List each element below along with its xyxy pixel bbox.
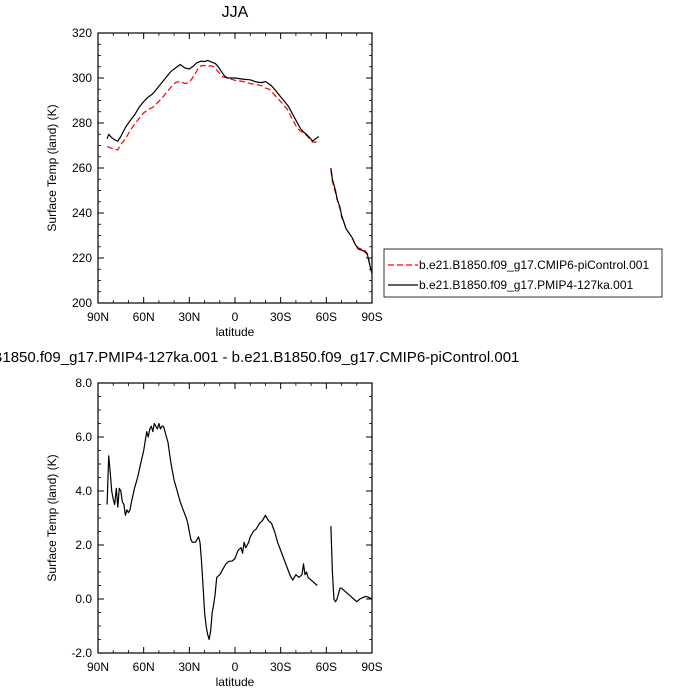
- chart-2-x-tick-label: 60S: [316, 660, 337, 674]
- chart-2-series-1-line: [106, 422, 318, 641]
- chart-1-x-axis-label: latitude: [216, 325, 255, 339]
- chart-1-y-tick-label: 260: [72, 161, 92, 175]
- chart-2-title: b.e21.B1850.f09_g17.PMIP4-127ka.001 - b.…: [0, 349, 519, 366]
- chart-2-y-tick-label: -2.0: [71, 646, 92, 660]
- chart-2-frame: [97, 382, 373, 654]
- chart-1-x-tick-label: 0: [232, 310, 239, 324]
- chart-1-series-2-line: [330, 167, 373, 274]
- legend-box: [383, 248, 663, 298]
- chart-2-x-tick-label: 0: [232, 660, 239, 674]
- chart-1-legend: b.e21.B1850.f09_g17.CMIP6-piControl.001b…: [383, 248, 663, 298]
- chart-1-plot: 90N 60N 30N 0 30S 60S 90S 200 220 240 260 280 300 320…: [45, 26, 383, 339]
- chart-2-x-axis-label: latitude: [216, 675, 255, 689]
- chart-1-y-axis-label: Surface Temp (land) (K): [45, 104, 59, 231]
- chart-2-x-tick-label: 30S: [270, 660, 291, 674]
- chart-1-title: JJA: [222, 4, 249, 21]
- chart-1-x-tick-label: 30N: [178, 310, 200, 324]
- chart-1-series-1-line: [330, 170, 373, 274]
- chart-1-y-tick-label: 220: [72, 251, 92, 265]
- chart-1-series-2-line: [106, 59, 320, 142]
- chart-1-y-tick-label: 320: [72, 26, 92, 40]
- chart-2-x-tick-label: 90N: [87, 660, 109, 674]
- chart-1-x-tick-label: 60N: [133, 310, 155, 324]
- chart-2-x-tick-label: 90S: [361, 660, 382, 674]
- chart-1-y-tick-label: 240: [72, 206, 92, 220]
- chart-1-y-tick-label: 200: [72, 296, 92, 310]
- chart-1-y-tick-label: 300: [72, 71, 92, 85]
- chart-2-x-tick-label: 60N: [133, 660, 155, 674]
- chart-1-series-1-line: [106, 64, 320, 151]
- chart-2-y-tick-label: 8.0: [75, 376, 92, 390]
- chart-2-y-tick-label: 4.0: [75, 484, 92, 498]
- chart-2-y-tick-label: 0.0: [75, 592, 92, 606]
- chart-1-x-tick-label: 90N: [87, 310, 109, 324]
- chart-2-y-tick-label: 6.0: [75, 430, 92, 444]
- chart-2-y-axis-label: Surface Temp (land) (K): [45, 454, 59, 581]
- chart-2-series-1-line: [330, 526, 373, 603]
- chart-1-x-tick-label: 90S: [361, 310, 382, 324]
- chart-1-x-tick-label: 60S: [316, 310, 337, 324]
- legend-label-1: b.e21.B1850.f09_g17.CMIP6-piControl.001: [419, 258, 649, 272]
- chart-1-y-tick-label: 280: [72, 116, 92, 130]
- chart-2-x-tick-label: 30N: [178, 660, 200, 674]
- chart-2-plot: 90N 60N 30N 0 30S 60S 90S -2.0 0.0 2.0 4.0 6.0 8.0 la…: [45, 376, 383, 689]
- chart-1-x-tick-label: 30S: [270, 310, 291, 324]
- legend-label-2: b.e21.B1850.f09_g17.PMIP4-127ka.001: [419, 278, 633, 292]
- chart-2-y-tick-label: 2.0: [75, 538, 92, 552]
